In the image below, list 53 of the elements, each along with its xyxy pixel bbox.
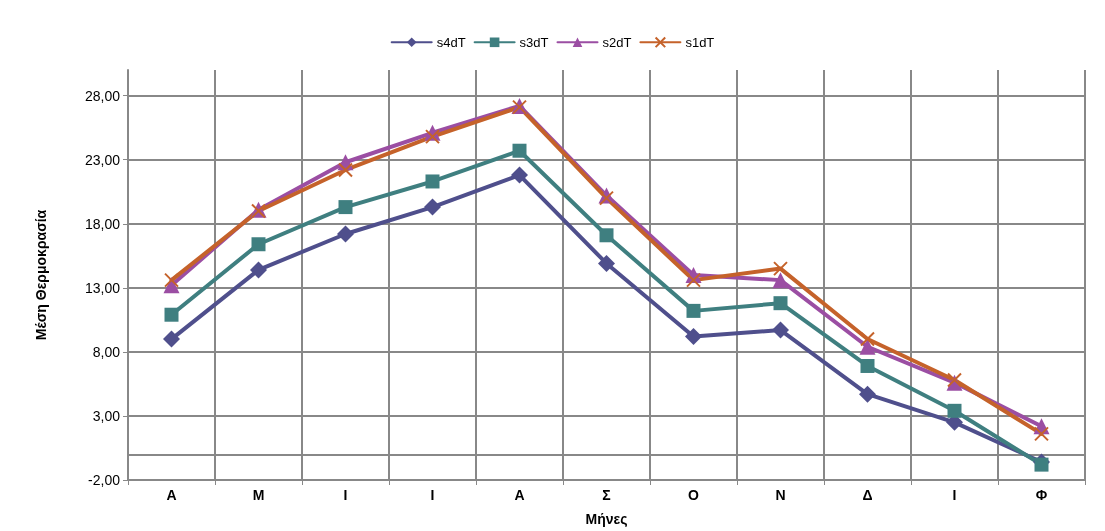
x-tick-label: Ο (688, 487, 700, 503)
legend-label: s3dT (519, 34, 549, 50)
point (511, 166, 528, 184)
y-tick-label: -2,00 (88, 472, 121, 488)
point (1034, 426, 1049, 442)
legend-label: s4dT (436, 34, 466, 50)
point (1034, 457, 1049, 472)
point (163, 330, 180, 348)
x-tick-label: Φ (1035, 487, 1048, 503)
point (512, 143, 527, 158)
point (250, 261, 267, 279)
point (599, 228, 614, 243)
x-tick-label: Ν (775, 487, 786, 503)
point (685, 328, 702, 345)
point (337, 225, 354, 243)
x-tick-label: Δ (862, 487, 873, 503)
point (772, 321, 789, 339)
point (164, 307, 179, 322)
y-tick-label: 18,00 (84, 215, 121, 232)
point (164, 272, 179, 288)
point (859, 385, 876, 403)
legend-label: s2dT (602, 34, 632, 50)
y-tick-label: 8,00 (92, 343, 121, 360)
legend-label: s1dT (685, 34, 715, 50)
point (773, 296, 788, 311)
x-axis-title: Μήνες (585, 511, 628, 527)
x-tick-label: Α (166, 487, 177, 503)
point (338, 200, 353, 215)
point (251, 237, 266, 252)
point (772, 272, 789, 289)
x-tick-label: Σ (602, 487, 611, 503)
point (947, 403, 962, 418)
point (860, 331, 875, 347)
y-axis-title: Μέση Θερμοκρασία (33, 209, 49, 341)
point (338, 162, 353, 178)
y-tick-label: 23,00 (84, 151, 121, 168)
point (425, 129, 440, 145)
point (686, 303, 701, 318)
point (424, 198, 441, 216)
point (860, 358, 875, 373)
point (686, 272, 701, 288)
y-tick-label: 3,00 (92, 407, 121, 424)
x-tick-label: Α (514, 487, 525, 503)
x-tick-label: Ι (952, 487, 957, 503)
x-tick-label: Ι (343, 487, 348, 503)
y-tick-label: 13,00 (84, 279, 121, 296)
y-tick-label: 28,00 (84, 87, 121, 104)
x-tick-label: Ι (430, 487, 435, 503)
x-tick-label: Μ (252, 487, 265, 503)
point (859, 338, 876, 355)
point (425, 174, 440, 189)
point (598, 254, 615, 272)
point (773, 261, 788, 277)
